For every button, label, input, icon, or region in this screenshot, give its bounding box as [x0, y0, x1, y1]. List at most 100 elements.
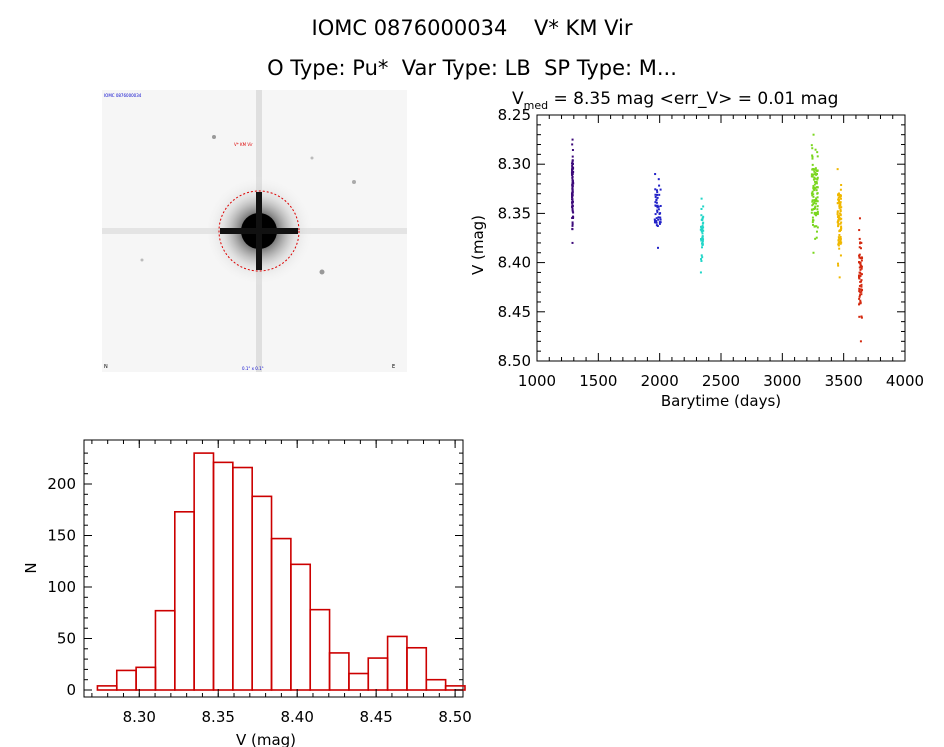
- lc-point: [815, 197, 818, 200]
- lc-point: [655, 217, 658, 220]
- hist-xtick-label: 8.50: [438, 708, 471, 726]
- lc-point: [812, 133, 815, 136]
- lc-point: [702, 205, 705, 208]
- title-star-id: IOMC 0876000034 V* KM Vir: [311, 16, 633, 40]
- lc-point: [837, 224, 840, 227]
- lc-point: [701, 241, 704, 244]
- lc-point: [701, 246, 704, 249]
- lc-point: [814, 237, 817, 240]
- lc-point: [658, 222, 661, 225]
- lc-point: [815, 225, 818, 228]
- hist-xtick-label: 8.30: [123, 708, 156, 726]
- lc-point: [816, 155, 819, 158]
- lc-point: [813, 176, 816, 179]
- lc-point: [839, 214, 842, 217]
- lc-xtick-label: 4000: [886, 372, 924, 390]
- lc-point: [813, 212, 816, 215]
- histogram-bar: [135, 666, 157, 691]
- lc-point: [658, 184, 661, 187]
- lc-point: [836, 221, 839, 224]
- lc-point: [812, 178, 815, 181]
- lc-point: [813, 170, 816, 173]
- lc-point: [816, 151, 819, 154]
- lc-point: [655, 204, 658, 207]
- lc-point: [571, 201, 574, 204]
- lc-point: [811, 216, 814, 219]
- lc-point: [860, 315, 863, 318]
- lc-point: [858, 266, 861, 269]
- histogram-bar: [270, 537, 292, 691]
- lc-point: [837, 236, 840, 239]
- lc-point: [815, 182, 818, 185]
- hist-ytick-label: 150: [47, 527, 76, 545]
- lc-point: [837, 219, 840, 222]
- lc-point: [814, 214, 817, 217]
- hist-ytick-label: 50: [57, 630, 76, 648]
- light-curve-xlabel: Barytime (days): [661, 392, 781, 410]
- histogram-bar: [115, 669, 137, 691]
- histogram-bar: [386, 635, 408, 691]
- lc-point: [836, 213, 839, 216]
- title-star-types: O Type: Pu* Var Type: LB SP Type: M...: [267, 56, 677, 80]
- lc-point: [816, 186, 819, 189]
- lc-point: [859, 257, 862, 260]
- histogram-bar: [232, 466, 253, 691]
- lc-point: [571, 221, 574, 224]
- lc-point: [571, 209, 574, 212]
- lc-point: [837, 243, 840, 246]
- lc-point: [811, 173, 814, 176]
- lc-point: [858, 217, 861, 220]
- lc-point: [838, 199, 841, 202]
- lc-point: [837, 192, 840, 195]
- lc-series-season-3: [699, 197, 705, 274]
- lc-point: [654, 173, 657, 176]
- lc-point: [701, 219, 704, 222]
- lc-point: [837, 264, 840, 267]
- lc-point: [811, 155, 814, 158]
- lc-point: [839, 197, 842, 200]
- lc-point: [860, 259, 863, 262]
- lc-point: [836, 210, 839, 213]
- light-curve-chart: Vmed = 8.35 mag <err_V> = 0.01 mag 1000 1…: [469, 89, 924, 410]
- lc-xtick-label: 1500: [579, 372, 617, 390]
- lc-point: [701, 256, 704, 259]
- lc-xtick-label: 2000: [641, 372, 679, 390]
- lc-point: [860, 279, 863, 282]
- lc-ytick-label: 8.25: [498, 106, 531, 124]
- lc-xtick-label: 1000: [518, 372, 556, 390]
- lc-point: [814, 205, 817, 208]
- lc-point: [656, 206, 659, 209]
- histogram-bar: [348, 672, 370, 691]
- lc-point: [811, 221, 814, 224]
- lc-point: [858, 284, 861, 287]
- lc-point: [570, 171, 573, 174]
- lc-point: [858, 253, 861, 256]
- lc-point: [571, 241, 574, 244]
- lc-point: [840, 225, 843, 228]
- lc-point: [812, 251, 815, 254]
- lc-point: [654, 195, 657, 198]
- lc-point: [815, 169, 818, 172]
- lc-point: [815, 236, 818, 239]
- lc-point: [816, 226, 819, 229]
- thumb-label-target: V* KM Vir: [234, 142, 253, 147]
- lc-point: [571, 196, 574, 199]
- lc-point: [858, 297, 861, 300]
- lc-ytick-label: 8.30: [498, 155, 531, 173]
- lc-point: [858, 287, 861, 290]
- lc-point: [812, 168, 815, 171]
- lc-point: [837, 214, 840, 217]
- lc-point: [656, 246, 659, 249]
- lc-point: [656, 196, 659, 199]
- hist-ytick-label: 100: [47, 578, 76, 596]
- lc-point: [811, 154, 814, 157]
- lc-series-season-6: [858, 217, 864, 343]
- lc-point: [701, 224, 704, 227]
- lc-point: [813, 206, 816, 209]
- lc-point: [859, 268, 862, 271]
- lc-point: [840, 206, 843, 209]
- lc-point: [815, 202, 818, 205]
- lc-point: [812, 223, 815, 226]
- lc-point: [839, 235, 842, 238]
- lc-point: [701, 222, 704, 225]
